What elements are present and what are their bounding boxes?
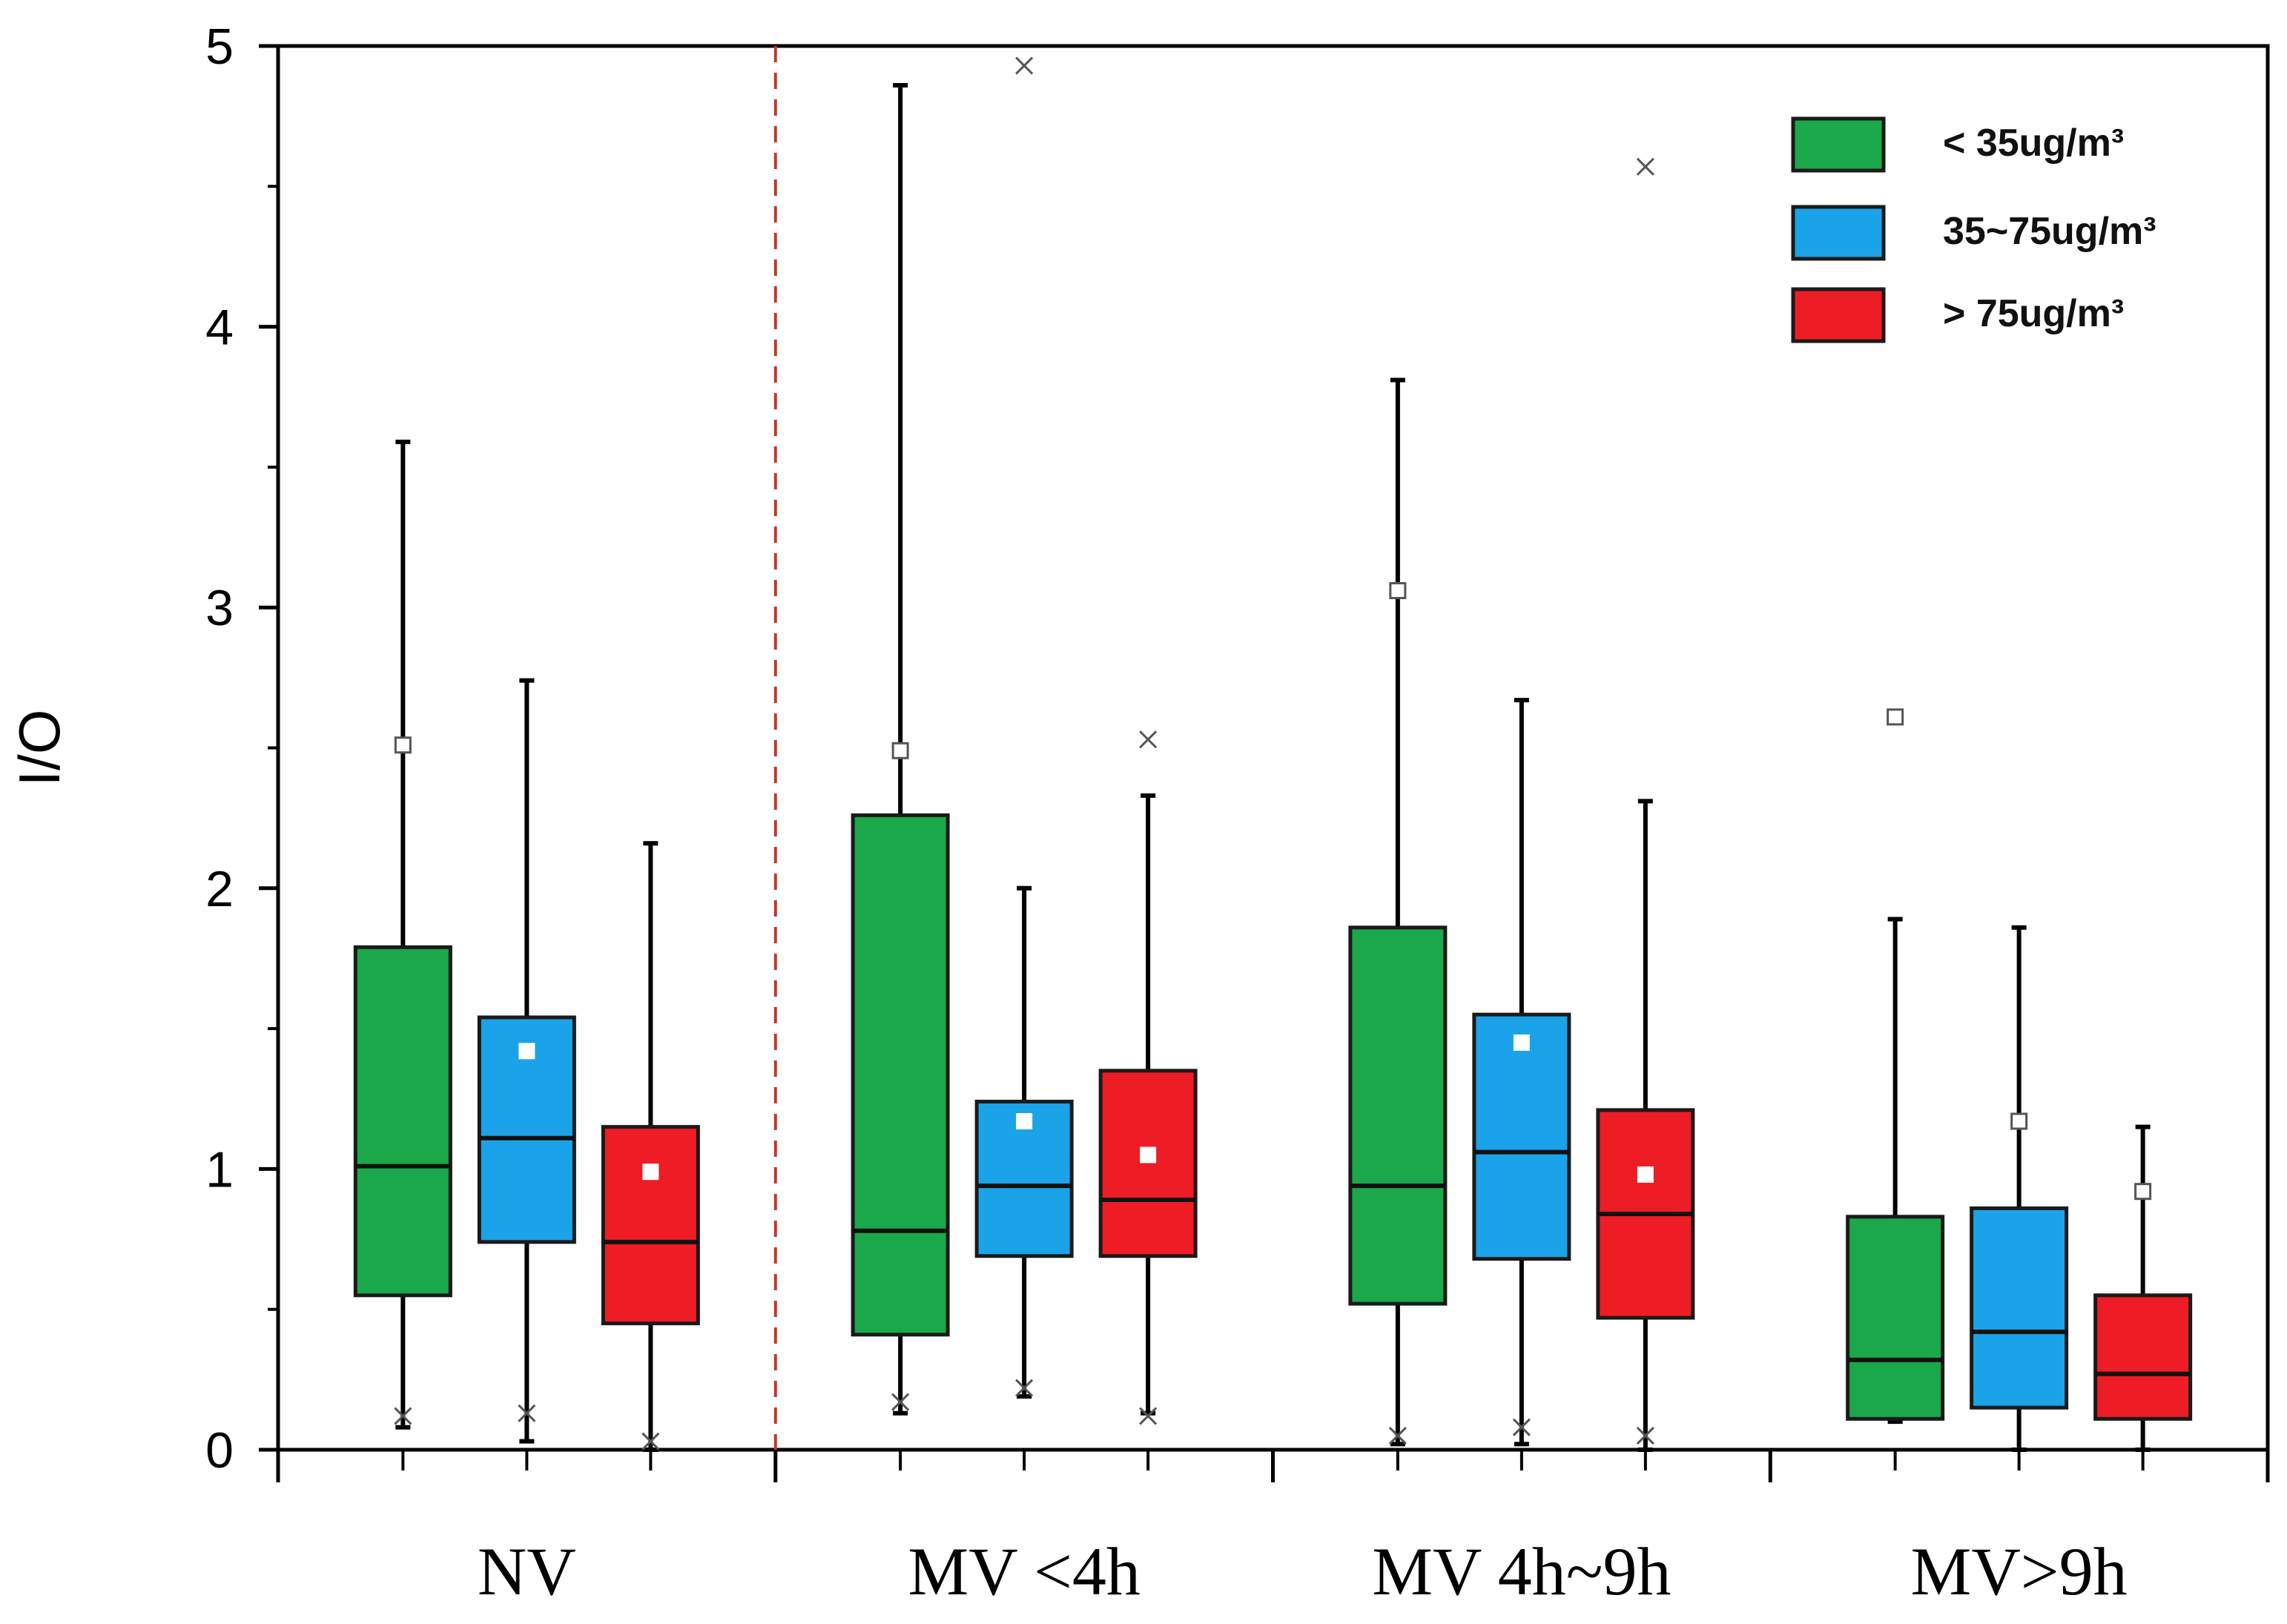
- box-item: [974, 56, 1074, 1399]
- outlier-marker: [1015, 1379, 1034, 1397]
- box-item: [601, 841, 700, 1452]
- mean-marker: [1887, 708, 1904, 726]
- outlier-stroke: [394, 1407, 412, 1425]
- mean-marker: [518, 1043, 535, 1060]
- box-iqr: [353, 945, 452, 1298]
- outlier-marker: [394, 1407, 412, 1425]
- box-iqr: [1472, 1012, 1571, 1261]
- mean-marker: [2134, 1183, 2152, 1201]
- category-group: [353, 439, 700, 1452]
- outlier-marker: [1139, 730, 1158, 749]
- outlier-stroke: [1139, 730, 1158, 749]
- box-item: [1472, 698, 1571, 1447]
- legend-item: < 35ug/m³: [1791, 116, 2124, 173]
- legend-label: > 75ug/m³: [1943, 292, 2124, 335]
- x-category-label: NV: [478, 1534, 576, 1609]
- box-item: [477, 678, 576, 1444]
- boxes-layer: [353, 56, 2193, 1452]
- outlier-marker: [891, 1393, 910, 1411]
- outlier-stroke: [1512, 1418, 1531, 1436]
- y-tick-label: 5: [205, 19, 234, 75]
- mean-marker: [1016, 1113, 1033, 1130]
- box-item: [1846, 708, 1945, 1425]
- outlier-stroke: [641, 1432, 660, 1450]
- outlier-marker: [518, 1404, 536, 1422]
- x-category-label: MV <4h: [908, 1534, 1140, 1609]
- y-tick-label: 0: [205, 1422, 234, 1479]
- y-tick-label: 3: [205, 580, 234, 636]
- box-iqr: [1098, 1069, 1198, 1258]
- outlier-stroke: [518, 1404, 536, 1422]
- category-group: [1846, 708, 2193, 1452]
- outlier-marker: [641, 1432, 660, 1450]
- legend-item: > 75ug/m³: [1791, 287, 2124, 343]
- outlier-marker: [1388, 1427, 1407, 1445]
- x-category-label: MV>9h: [1911, 1534, 2128, 1609]
- outlier-stroke: [891, 1393, 910, 1411]
- legend-label: < 35ug/m³: [1943, 122, 2124, 165]
- legend: < 35ug/m³ 35~75ug/m³ > 75ug/m³: [1791, 116, 2156, 343]
- outlier-marker: [1512, 1418, 1531, 1436]
- mean-marker: [1637, 1166, 1654, 1183]
- y-tick-label: 4: [205, 300, 234, 356]
- category-group: [851, 56, 1198, 1425]
- mean-marker: [1389, 581, 1407, 599]
- mean-marker: [1140, 1146, 1157, 1163]
- plot-frame: [276, 44, 2270, 1452]
- legend-swatch: [1791, 116, 1886, 173]
- outlier-marker: [1636, 157, 1654, 176]
- box-item: [1098, 730, 1198, 1425]
- box-item: [2093, 1124, 2193, 1452]
- box-item: [851, 83, 950, 1416]
- box-item: [353, 439, 452, 1430]
- outlier-stroke: [1015, 1379, 1034, 1397]
- plot-frame-layer: [276, 44, 2270, 1452]
- legend-item: 35~75ug/m³: [1791, 205, 2156, 261]
- box-iqr: [2093, 1293, 2193, 1421]
- axes-layer: 0 1 2 3 4 5 I/O NV MV <4h MV 4h~9h MV>9h: [7, 19, 2270, 1609]
- outlier-marker: [1015, 56, 1034, 75]
- box-item: [1970, 925, 2069, 1452]
- legend-label: 35~75ug/m³: [1943, 210, 2156, 253]
- box-iqr: [1348, 925, 1448, 1306]
- legend-swatch: [1791, 205, 1886, 261]
- box-iqr: [1846, 1215, 1945, 1421]
- outlier-stroke: [1015, 56, 1034, 75]
- box-item: [1596, 157, 1695, 1452]
- box-iqr: [1970, 1206, 2069, 1410]
- outlier-marker: [1139, 1407, 1158, 1425]
- mean-marker: [2010, 1112, 2028, 1130]
- y-axis-label: I/O: [7, 709, 72, 786]
- outlier-marker: [1636, 1427, 1654, 1445]
- mean-marker: [891, 742, 909, 759]
- category-group: [1348, 157, 1695, 1452]
- y-tick-label: 2: [205, 861, 234, 917]
- outlier-stroke: [1636, 157, 1654, 176]
- mean-marker: [1513, 1034, 1530, 1052]
- outlier-stroke: [1388, 1427, 1407, 1445]
- x-category-label: MV 4h~9h: [1372, 1534, 1671, 1609]
- mean-marker: [642, 1163, 659, 1181]
- outlier-stroke: [1139, 1407, 1158, 1425]
- y-tick-label: 1: [205, 1141, 234, 1198]
- box-iqr: [851, 813, 950, 1337]
- outlier-stroke: [1636, 1427, 1654, 1445]
- box-item: [1348, 377, 1448, 1447]
- box-iqr: [601, 1125, 700, 1326]
- mean-marker: [394, 736, 412, 754]
- legend-swatch: [1791, 287, 1886, 343]
